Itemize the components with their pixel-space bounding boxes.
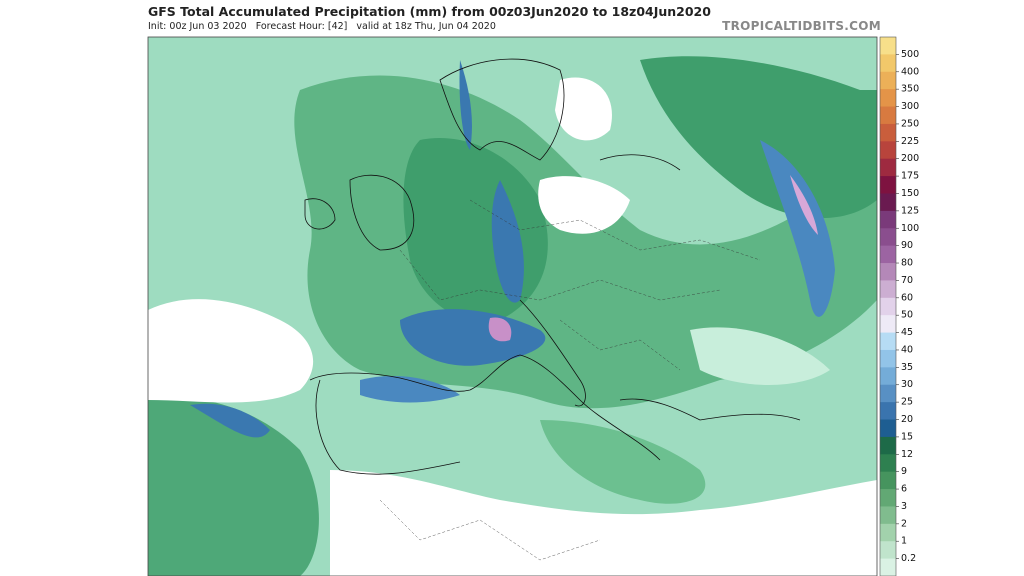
colorbar-label: 9	[901, 466, 907, 477]
region-green	[148, 397, 319, 576]
colorbar-label: 400	[901, 66, 919, 77]
colorbar-segment	[880, 89, 896, 108]
region-extreme	[790, 175, 818, 235]
watermark: TROPICALTIDBITS.COM	[722, 19, 881, 33]
colorbar-label: 3	[901, 501, 907, 512]
colorbar-label: 300	[901, 101, 919, 112]
colorbar-segment	[880, 123, 896, 142]
precipitation-map	[148, 37, 877, 576]
colorbar-label: 150	[901, 188, 919, 199]
colorbar-label: 90	[901, 240, 913, 251]
coastlines	[304, 58, 801, 475]
colorbar-segment	[880, 523, 896, 542]
region-heavy	[190, 403, 270, 438]
colorbar-segment	[880, 506, 896, 525]
colorbar-label: 20	[901, 414, 913, 425]
colorbar-label: 6	[901, 484, 907, 495]
title: GFS Total Accumulated Precipitation (mm)…	[148, 4, 711, 19]
colorbar-label: 0.2	[901, 553, 916, 564]
colorbar-segment	[880, 263, 896, 281]
colorbar-label: 12	[901, 449, 913, 460]
colorbar-label: 200	[901, 153, 919, 164]
colorbar-segment	[880, 367, 896, 386]
colorbar-segment	[880, 402, 896, 421]
region-dry	[148, 299, 314, 403]
colorbar-segment	[880, 245, 896, 264]
colorbar-label: 100	[901, 223, 919, 234]
colorbar-label: 225	[901, 136, 919, 147]
colorbar-segment	[880, 176, 896, 194]
region-heavy	[400, 309, 546, 366]
region-dry	[330, 470, 877, 576]
region-green	[540, 420, 706, 504]
colorbar-segment	[880, 419, 896, 438]
region-dry	[538, 176, 630, 234]
region-heavy	[459, 60, 472, 150]
colorbar-segment	[880, 558, 896, 576]
colorbar-label: 2	[901, 518, 907, 529]
colorbar: 5004003503002502252001751501251009080706…	[879, 36, 919, 576]
colorbar-segment	[880, 454, 896, 473]
region-heavy	[360, 375, 460, 403]
colorbar-segment	[880, 54, 896, 73]
colorbar-label: 80	[901, 258, 913, 269]
colorbar-segment	[880, 158, 896, 177]
colorbar-label: 25	[901, 397, 913, 408]
colorbar-label: 1	[901, 536, 907, 547]
colorbar-label: 35	[901, 362, 913, 373]
map-frame	[147, 36, 878, 576]
colorbar-label: 40	[901, 344, 913, 355]
colorbar-segment	[880, 315, 896, 334]
colorbar-segment	[880, 471, 896, 490]
colorbar-segment	[880, 141, 896, 160]
region-green	[640, 56, 877, 219]
colorbar-label: 45	[901, 327, 913, 338]
region-extreme	[488, 317, 512, 342]
colorbar-label: 250	[901, 118, 919, 129]
colorbar-label: 175	[901, 171, 919, 182]
colorbar-label: 60	[901, 292, 913, 303]
colorbar-label: 15	[901, 431, 913, 442]
colorbar-label: 30	[901, 379, 913, 390]
colorbar-segment	[880, 228, 896, 247]
colorbar-segment	[880, 541, 896, 560]
region-heavy	[491, 180, 524, 303]
colorbar-segment	[880, 297, 896, 316]
colorbar-segment	[880, 71, 896, 90]
colorbar-segment	[880, 349, 896, 368]
colorbar-frame	[879, 36, 897, 576]
region-light	[690, 327, 830, 385]
colorbar-segment	[880, 37, 896, 55]
colorbar-segment	[880, 280, 896, 299]
colorbar-segment	[880, 210, 896, 229]
region-dry	[555, 77, 612, 141]
colorbar-segment	[880, 106, 896, 125]
colorbar-segment	[880, 193, 896, 212]
subtitle: Init: 00z Jun 03 2020 Forecast Hour: [42…	[148, 21, 496, 32]
colorbar-label: 70	[901, 275, 913, 286]
colorbar-label: 125	[901, 205, 919, 216]
colorbar-segment	[880, 436, 896, 455]
colorbar-segment	[880, 384, 896, 403]
colorbar-label: 500	[901, 49, 919, 60]
colorbar-segment	[880, 332, 896, 351]
colorbar-label: 50	[901, 310, 913, 321]
colorbar-label: 350	[901, 84, 919, 95]
borders	[379, 199, 761, 561]
region-heavy	[760, 140, 835, 317]
colorbar-segment	[880, 489, 896, 507]
